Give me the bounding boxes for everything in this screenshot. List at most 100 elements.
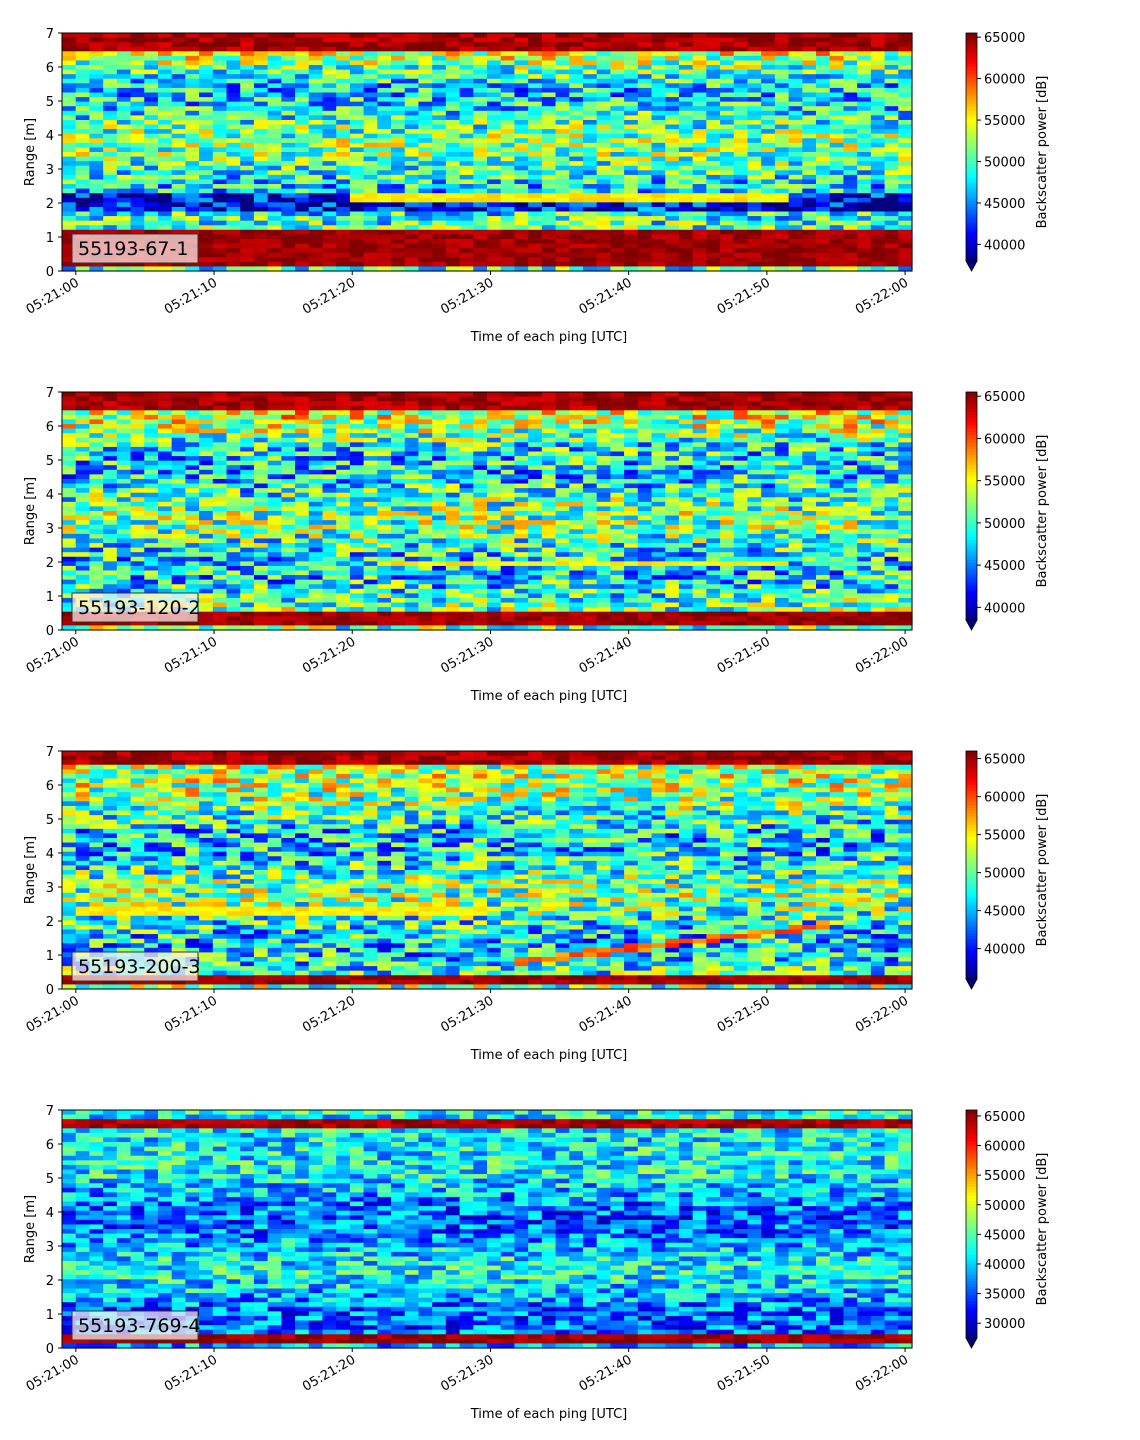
heatmap-cell [295, 161, 309, 166]
heatmap-cell [254, 571, 268, 576]
heatmap-cell [391, 529, 405, 534]
heatmap-cell [364, 415, 378, 420]
heatmap-cell [638, 97, 652, 102]
heatmap-cell [322, 442, 336, 447]
heatmap-cell [254, 70, 268, 75]
heatmap-cell [350, 589, 364, 594]
heatmap-cell [638, 152, 652, 157]
heatmap-cell [405, 584, 419, 589]
heatmap-cell [802, 262, 816, 267]
heatmap-cell [405, 74, 419, 79]
heatmap-cell [446, 493, 460, 498]
heatmap-cell [281, 442, 295, 447]
heatmap-cell [720, 198, 734, 203]
heatmap-cell [322, 212, 336, 217]
heatmap-cell [158, 170, 172, 175]
heatmap-cell [446, 589, 460, 594]
heatmap-cell [830, 170, 844, 175]
heatmap-cell [62, 33, 76, 38]
heatmap-cell [103, 424, 117, 429]
heatmap-cell [295, 488, 309, 493]
heatmap-cell [775, 70, 789, 75]
heatmap-cell [350, 511, 364, 516]
heatmap-cell [172, 401, 186, 406]
heatmap-cell [583, 189, 597, 194]
heatmap-cell [89, 198, 103, 203]
heatmap-cell [857, 138, 871, 143]
heatmap-cell [761, 65, 775, 70]
heatmap-cell [391, 93, 405, 98]
heatmap-cell [528, 166, 542, 171]
heatmap-cell [885, 74, 899, 79]
heatmap-cell [322, 415, 336, 420]
heatmap-cell [144, 193, 158, 198]
heatmap-cell [240, 520, 254, 525]
heatmap-cell [638, 74, 652, 79]
heatmap-cell [706, 70, 720, 75]
heatmap-cell [432, 248, 446, 253]
heatmap-cell [802, 189, 816, 194]
heatmap-cell [898, 189, 912, 194]
heatmap-cell [199, 424, 213, 429]
heatmap-cell [199, 47, 213, 52]
heatmap-cell [227, 125, 241, 130]
heatmap-cell [432, 410, 446, 415]
heatmap-cell [446, 138, 460, 143]
heatmap-cell [76, 392, 90, 397]
heatmap-cell [281, 244, 295, 249]
heatmap-cell [816, 184, 830, 189]
heatmap-cell [487, 262, 501, 267]
heatmap-cell [761, 102, 775, 107]
heatmap-cell [693, 257, 707, 262]
heatmap-cell [446, 51, 460, 56]
heatmap-cell [418, 493, 432, 498]
heatmap-cell [405, 33, 419, 38]
heatmap-cell [487, 56, 501, 61]
heatmap-cell [569, 102, 583, 107]
heatmap-cell [720, 79, 734, 84]
heatmap-cell [377, 120, 391, 125]
heatmap-cell [336, 257, 350, 262]
heatmap-cell [322, 97, 336, 102]
heatmap-cell [131, 442, 145, 447]
heatmap-cell [405, 392, 419, 397]
heatmap-cell [254, 221, 268, 226]
heatmap-cell [789, 244, 803, 249]
heatmap-cell [322, 474, 336, 479]
heatmap-cell [391, 419, 405, 424]
heatmap-cell [789, 97, 803, 102]
heatmap-cell [761, 248, 775, 253]
heatmap-cell [418, 47, 432, 52]
heatmap-cell [199, 497, 213, 502]
heatmap-cell [158, 152, 172, 157]
heatmap-cell [514, 70, 528, 75]
heatmap-cell [172, 461, 186, 466]
heatmap-cell [131, 51, 145, 56]
heatmap-cell [734, 253, 748, 258]
heatmap-cell [391, 456, 405, 461]
heatmap-cell [391, 571, 405, 576]
heatmap-cell [816, 51, 830, 56]
heatmap-cell [240, 65, 254, 70]
heatmap-cell [391, 401, 405, 406]
heatmap-cell [364, 557, 378, 562]
heatmap-cell [199, 584, 213, 589]
heatmap-cell [789, 65, 803, 70]
heatmap-cell [871, 56, 885, 61]
heatmap-cell [76, 189, 90, 194]
heatmap-cell [624, 88, 638, 93]
heatmap-cell [295, 616, 309, 621]
heatmap-cell [857, 207, 871, 212]
heatmap-cell [227, 497, 241, 502]
heatmap-cell [254, 419, 268, 424]
heatmap-cell [295, 134, 309, 139]
heatmap-cell [76, 152, 90, 157]
heatmap-cell [199, 33, 213, 38]
heatmap-cell [103, 506, 117, 511]
heatmap-cell [432, 166, 446, 171]
heatmap-cell [227, 548, 241, 553]
heatmap-cell [638, 262, 652, 267]
heatmap-cell [446, 607, 460, 612]
heatmap-cell [898, 175, 912, 180]
heatmap-cell [624, 51, 638, 56]
